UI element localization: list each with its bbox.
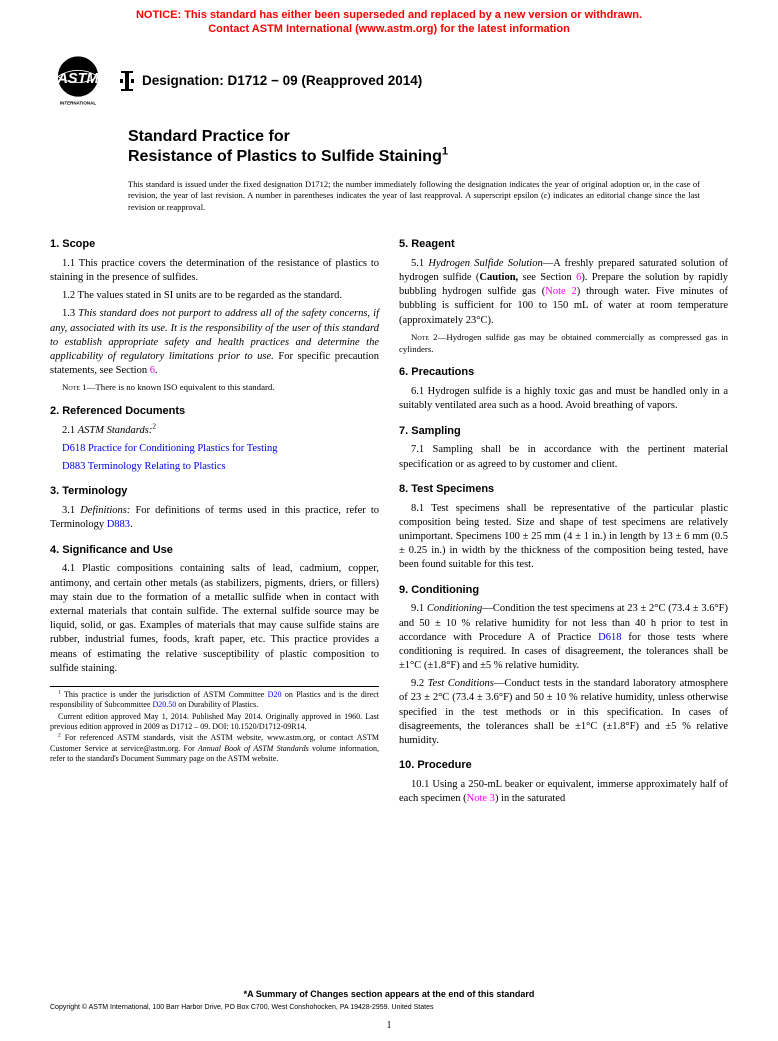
page-number: 1 [0,1020,778,1031]
para-1-2: 1.2 The values stated in SI units are to… [50,289,379,303]
designation: Designation: D1712 − 09 (Reapproved 2014… [118,69,422,93]
designation-text: Designation: D1712 − 09 (Reapproved 2014… [142,73,422,88]
note-2: Note 2—Hydrogen sulfide gas may be obtai… [399,332,728,356]
notice-line2: Contact ASTM International (www.astm.org… [40,22,738,36]
section-1-title: 1. Scope [50,237,379,252]
footer-copyright: Copyright © ASTM International, 100 Barr… [50,1004,434,1011]
issuance-note: This standard is issued under the fixed … [0,171,778,213]
para-6-1: 6.1 Hydrogen sulfide is a highly toxic g… [399,385,728,413]
title-line1: Standard Practice for [128,127,728,147]
footnote-1b: Current edition approved May 1, 2014. Pu… [50,712,379,733]
ref-d618: D618 Practice for Conditioning Plastics … [50,442,379,456]
title-line2: Resistance of Plastics to Sulfide Staini… [128,147,728,167]
para-3-1: 3.1 Definitions: For definitions of term… [50,504,379,532]
section-10-title: 10. Procedure [399,758,728,773]
left-column: 1. Scope 1.1 This practice covers the de… [50,227,379,810]
body-columns: 1. Scope 1.1 This practice covers the de… [0,213,778,810]
para-5-1: 5.1 Hydrogen Sulfide Solution—A freshly … [399,257,728,328]
section-7-title: 7. Sampling [399,424,728,439]
footnotes: 1 This practice is under the jurisdictio… [50,686,379,765]
section-3-title: 3. Terminology [50,484,379,499]
logo-label: INTERNATIONAL [60,100,96,105]
section-6-title: 6. Precautions [399,365,728,380]
para-4-1: 4.1 Plastic compositions containing salt… [50,562,379,675]
section-2-title: 2. Referenced Documents [50,404,379,419]
notice-line1: NOTICE: This standard has either been su… [40,8,738,22]
para-7-1: 7.1 Sampling shall be in accordance with… [399,443,728,471]
para-1-1: 1.1 This practice covers the determinati… [50,257,379,285]
para-10-1: 10.1 Using a 250-mL beaker or equivalent… [399,778,728,806]
section-9-title: 9. Conditioning [399,583,728,598]
para-2-1: 2.1 ASTM Standards:2 [50,424,379,438]
para-9-2: 9.2 Test Conditions—Conduct tests in the… [399,677,728,748]
para-1-3: 1.3 This standard does not purport to ad… [50,307,379,378]
title-block: Standard Practice for Resistance of Plas… [0,109,778,171]
para-9-1: 9.1 Conditioning—Condition the test spec… [399,602,728,673]
notice: NOTICE: This standard has either been su… [0,0,778,53]
section-8-title: 8. Test Specimens [399,482,728,497]
footer-summary: *A Summary of Changes section appears at… [0,989,778,999]
section-4-title: 4. Significance and Use [50,543,379,558]
section-5-title: 5. Reagent [399,237,728,252]
astm-logo: ASTM INTERNATIONAL [50,53,106,109]
header: ASTM INTERNATIONAL Designation: D1712 − … [0,53,778,109]
note-1: Note 1—There is no known ISO equivalent … [50,382,379,394]
ref-d883: D883 Terminology Relating to Plastics [50,460,379,474]
right-column: 5. Reagent 5.1 Hydrogen Sulfide Solution… [399,227,728,810]
para-8-1: 8.1 Test specimens shall be representati… [399,502,728,573]
designation-icon [118,69,136,93]
footnote-2: 2 For referenced ASTM standards, visit t… [50,733,379,764]
footnote-1a: 1 This practice is under the jurisdictio… [50,690,379,711]
